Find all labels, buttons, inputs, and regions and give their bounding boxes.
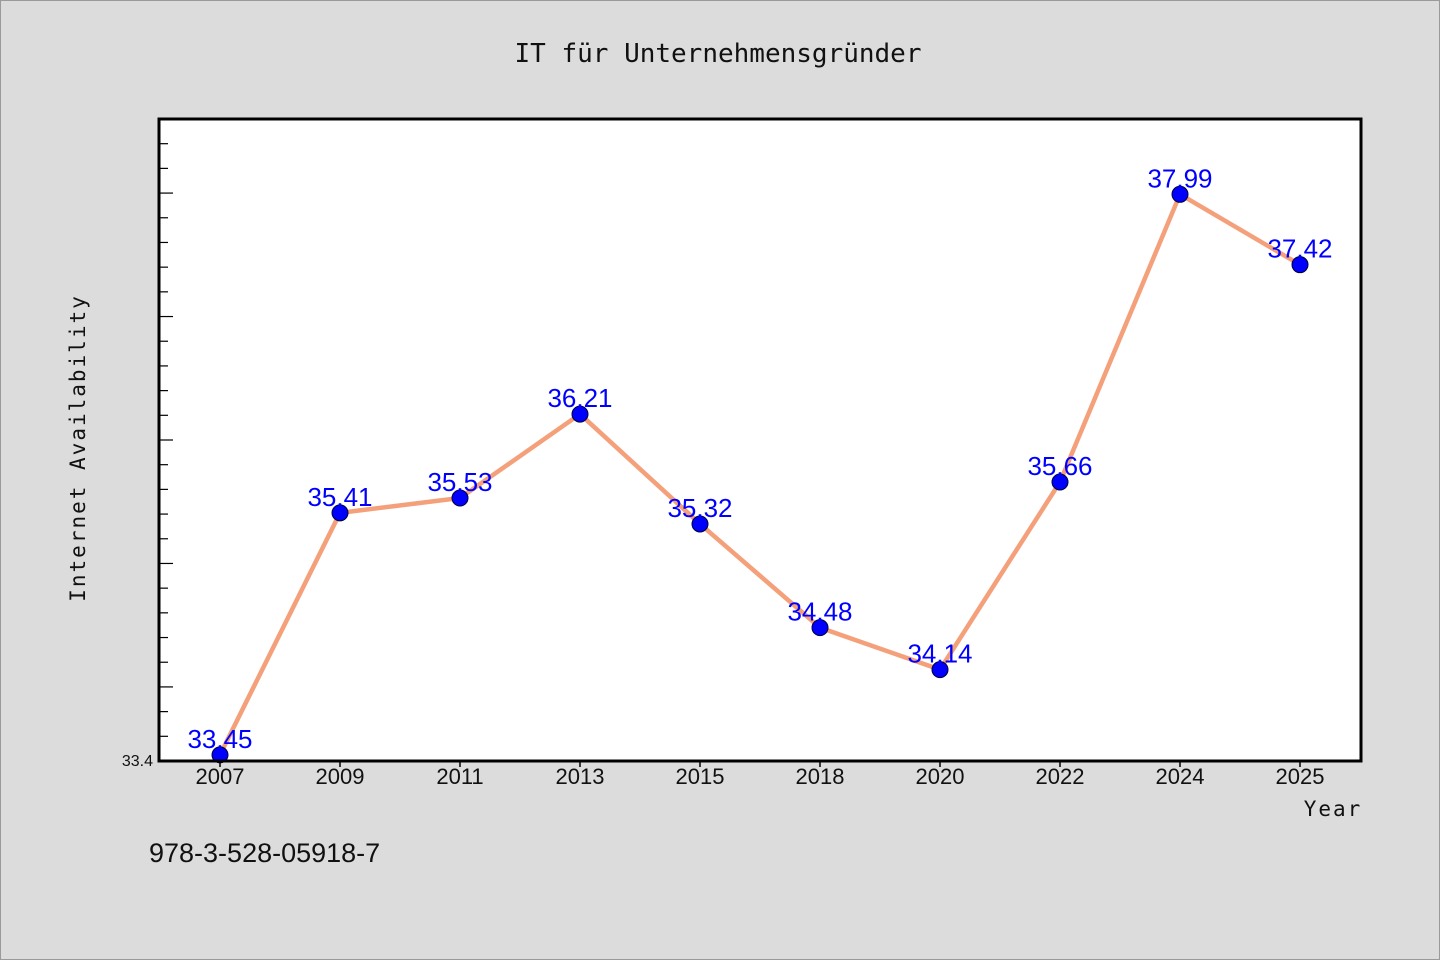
data-label-2024: 37.99 (1147, 163, 1212, 193)
chart-title: IT für Unternehmensgründer (515, 39, 922, 69)
x-tick-label-2013: 2013 (556, 764, 605, 789)
series-line (217, 192, 1303, 758)
data-point-2011 (451, 489, 469, 507)
x-tick-label-2020: 2020 (916, 764, 965, 789)
data-label-2015: 35.32 (667, 493, 732, 523)
x-tick-label-2025: 2025 (1276, 764, 1325, 789)
data-labels-group: 33.45 35.41 35.53 36.21 35.32 34.48 34.14 35.66… (187, 163, 1332, 754)
data-label-2022: 35.66 (1027, 451, 1092, 481)
data-point-2013 (571, 405, 589, 423)
data-point-2025 (1291, 256, 1309, 274)
series-line-group (217, 192, 1303, 758)
x-tick-label-2011: 2011 (436, 764, 483, 789)
x-axis-label: Year (1304, 797, 1363, 821)
data-label-2018: 34.48 (787, 597, 852, 627)
data-point-2024 (1171, 185, 1189, 203)
plot-area (159, 119, 1361, 761)
data-label-2025: 37.42 (1267, 234, 1332, 264)
x-ticks-group: 2007 2009 2011 2013 2015 2018 2020 2022 2024 2025 (196, 761, 1325, 789)
data-label-2009: 35.41 (307, 482, 372, 512)
y-tick-label: 33.4 (122, 753, 153, 770)
isbn-footnote: 978-3-528-05918-7 (149, 838, 380, 868)
plot-border (157, 117, 1363, 763)
data-point-2009 (331, 504, 349, 522)
x-tick-label-2009: 2009 (316, 764, 365, 789)
data-point-2022 (1051, 473, 1069, 491)
x-tick-label-2024: 2024 (1156, 764, 1205, 789)
data-label-2007: 33.45 (187, 724, 252, 754)
data-point-2018 (811, 619, 829, 637)
y-ticks-group: 33.4 (122, 753, 153, 770)
data-label-2020: 34.14 (907, 639, 972, 669)
data-point-2020 (931, 661, 949, 679)
data-label-2013: 36.21 (547, 383, 612, 413)
x-tick-label-2015: 2015 (676, 764, 725, 789)
x-tick-label-2018: 2018 (796, 764, 845, 789)
x-tick-label-2007: 2007 (196, 764, 245, 789)
markers-group (211, 185, 1309, 764)
x-tick-label-2022: 2022 (1036, 764, 1085, 789)
y-axis-label: Internet Availability (66, 294, 90, 602)
data-point-2015 (691, 515, 709, 533)
data-label-2011: 35.53 (427, 467, 492, 497)
